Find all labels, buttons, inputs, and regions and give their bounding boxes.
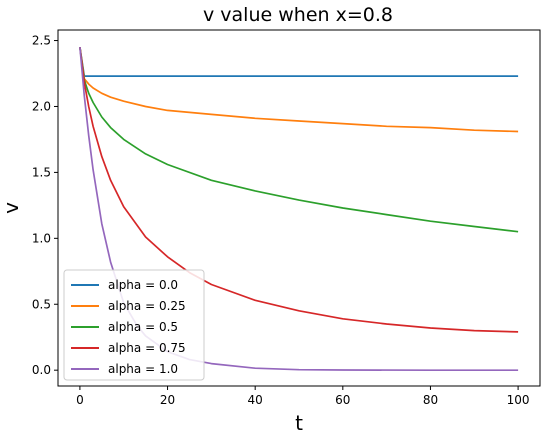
legend: alpha = 0.0 alpha = 0.25 alpha = 0.5 alpha …	[63, 269, 205, 381]
x-tick-label: 100	[507, 393, 530, 407]
series-line-0	[79, 46, 519, 77]
series-line-2	[79, 46, 519, 233]
y-tick-label: 2.5	[32, 34, 51, 48]
y-tick-label: 1.0	[32, 231, 51, 245]
legend-label-2: alpha = 0.5	[108, 320, 178, 334]
x-tick-label: 80	[423, 393, 438, 407]
x-tick-label: 20	[160, 393, 175, 407]
series-line-1	[79, 46, 519, 133]
x-axis-label: t	[295, 411, 303, 435]
x-tick-label: 40	[248, 393, 263, 407]
y-tick-label: 0.0	[32, 363, 51, 377]
y-tick-label: 0.5	[32, 297, 51, 311]
legend-label-0: alpha = 0.0	[108, 278, 178, 292]
chart-title: v value when x=0.8	[203, 4, 393, 26]
plot-frame	[57, 29, 541, 387]
legend-label-1: alpha = 0.25	[108, 299, 186, 313]
legend-label-3: alpha = 0.75	[108, 341, 186, 355]
y-tick-label: 2.0	[32, 99, 51, 113]
legend-label-4: alpha = 1.0	[108, 362, 178, 376]
y-axis-label: v	[0, 202, 23, 214]
legend-box	[63, 269, 205, 381]
y-tick-label: 1.5	[32, 165, 51, 179]
axis-ticks: 0 20 40 60 80 100 0.0 0.5 1.0 1.5 2.0 2.5	[32, 34, 530, 407]
x-tick-label: 60	[335, 393, 350, 407]
series-line-3	[79, 46, 519, 333]
x-tick-label: 0	[76, 393, 84, 407]
